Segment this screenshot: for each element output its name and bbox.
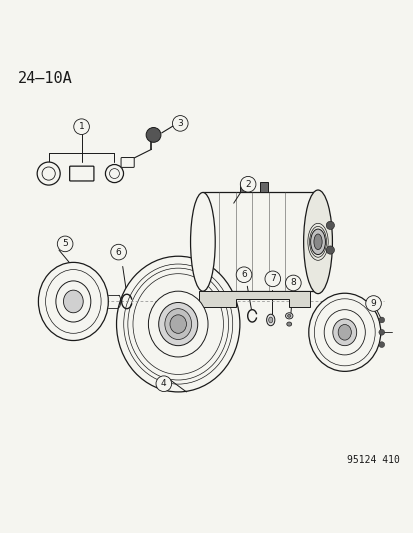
Text: 6: 6: [240, 270, 246, 279]
Circle shape: [285, 275, 300, 291]
Ellipse shape: [45, 270, 101, 333]
Circle shape: [109, 168, 119, 179]
Ellipse shape: [310, 229, 325, 255]
Circle shape: [236, 267, 251, 282]
Circle shape: [42, 167, 55, 180]
Ellipse shape: [313, 299, 374, 366]
Text: 8: 8: [290, 278, 296, 287]
Ellipse shape: [56, 281, 90, 322]
Ellipse shape: [286, 322, 291, 326]
Text: 24—10A: 24—10A: [18, 71, 72, 86]
Circle shape: [378, 317, 384, 323]
Polygon shape: [198, 291, 309, 307]
Ellipse shape: [133, 274, 223, 375]
Circle shape: [105, 165, 123, 183]
Circle shape: [172, 116, 188, 131]
Ellipse shape: [332, 319, 356, 346]
Text: 9: 9: [370, 299, 375, 308]
Bar: [202, 192, 317, 291]
Ellipse shape: [308, 293, 380, 372]
Bar: [239, 183, 248, 192]
Circle shape: [378, 329, 384, 335]
Ellipse shape: [158, 303, 197, 346]
Circle shape: [378, 342, 384, 348]
Ellipse shape: [337, 325, 351, 340]
Text: 2: 2: [245, 180, 250, 189]
Ellipse shape: [63, 290, 83, 313]
Circle shape: [146, 127, 161, 142]
Ellipse shape: [268, 317, 272, 323]
Ellipse shape: [285, 313, 292, 319]
Bar: [260, 182, 267, 192]
Circle shape: [111, 244, 126, 260]
Ellipse shape: [148, 291, 207, 357]
Circle shape: [57, 236, 73, 252]
Circle shape: [264, 271, 280, 287]
FancyBboxPatch shape: [69, 166, 94, 181]
Ellipse shape: [128, 268, 228, 380]
Ellipse shape: [38, 262, 108, 341]
Ellipse shape: [190, 192, 215, 291]
Text: 7: 7: [269, 274, 275, 284]
Text: 5: 5: [62, 239, 68, 248]
Text: 4: 4: [161, 379, 166, 388]
Ellipse shape: [123, 264, 232, 384]
Ellipse shape: [164, 309, 191, 340]
Circle shape: [325, 246, 334, 254]
Circle shape: [325, 221, 334, 230]
Ellipse shape: [313, 234, 321, 249]
Ellipse shape: [303, 190, 332, 294]
Text: 95124 410: 95124 410: [347, 455, 399, 465]
Text: 3: 3: [177, 119, 183, 128]
Ellipse shape: [266, 314, 274, 326]
Circle shape: [240, 176, 255, 192]
Circle shape: [74, 119, 89, 134]
Circle shape: [365, 296, 380, 311]
Ellipse shape: [287, 314, 290, 317]
Circle shape: [156, 376, 171, 392]
Circle shape: [37, 162, 60, 185]
Text: 6: 6: [115, 248, 121, 256]
Ellipse shape: [323, 310, 364, 355]
FancyBboxPatch shape: [121, 158, 134, 167]
Text: 1: 1: [78, 122, 84, 131]
Ellipse shape: [170, 315, 186, 333]
Ellipse shape: [116, 256, 239, 392]
